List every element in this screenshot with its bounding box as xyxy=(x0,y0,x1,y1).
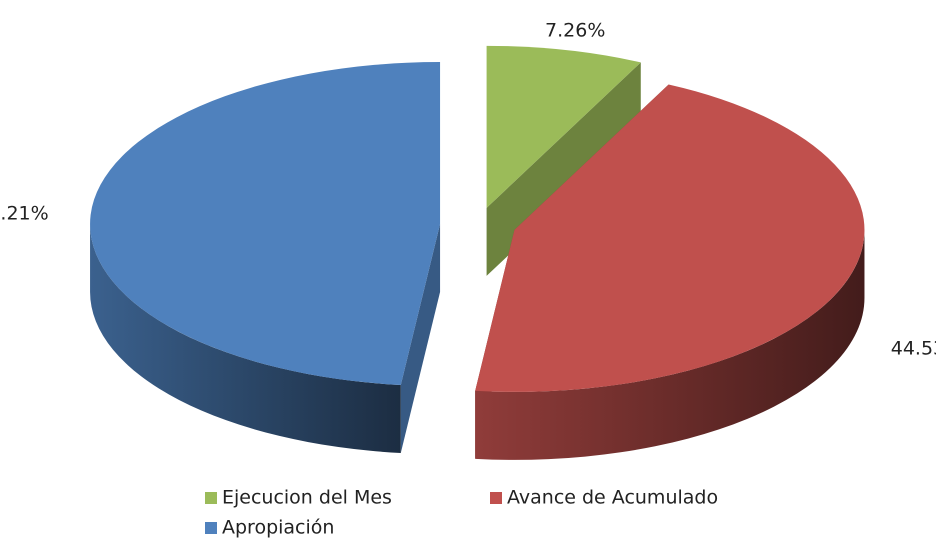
legend-label: Apropiación xyxy=(222,517,334,539)
legend-label: Ejecucion del Mes xyxy=(222,487,392,509)
data-label: 7.26% xyxy=(545,20,605,42)
data-label: 48.21% xyxy=(0,202,49,224)
legend-label: Avance de Acumulado xyxy=(507,487,718,509)
data-label: 44.53% xyxy=(891,337,936,359)
legend-swatch xyxy=(205,492,217,504)
slice-wall xyxy=(475,229,865,460)
slice xyxy=(486,45,641,208)
legend-swatch xyxy=(490,492,502,504)
slice-side xyxy=(400,224,441,453)
legend-swatch xyxy=(205,522,217,534)
slice xyxy=(475,84,865,392)
slice-wall xyxy=(90,224,401,453)
slice xyxy=(90,62,441,385)
